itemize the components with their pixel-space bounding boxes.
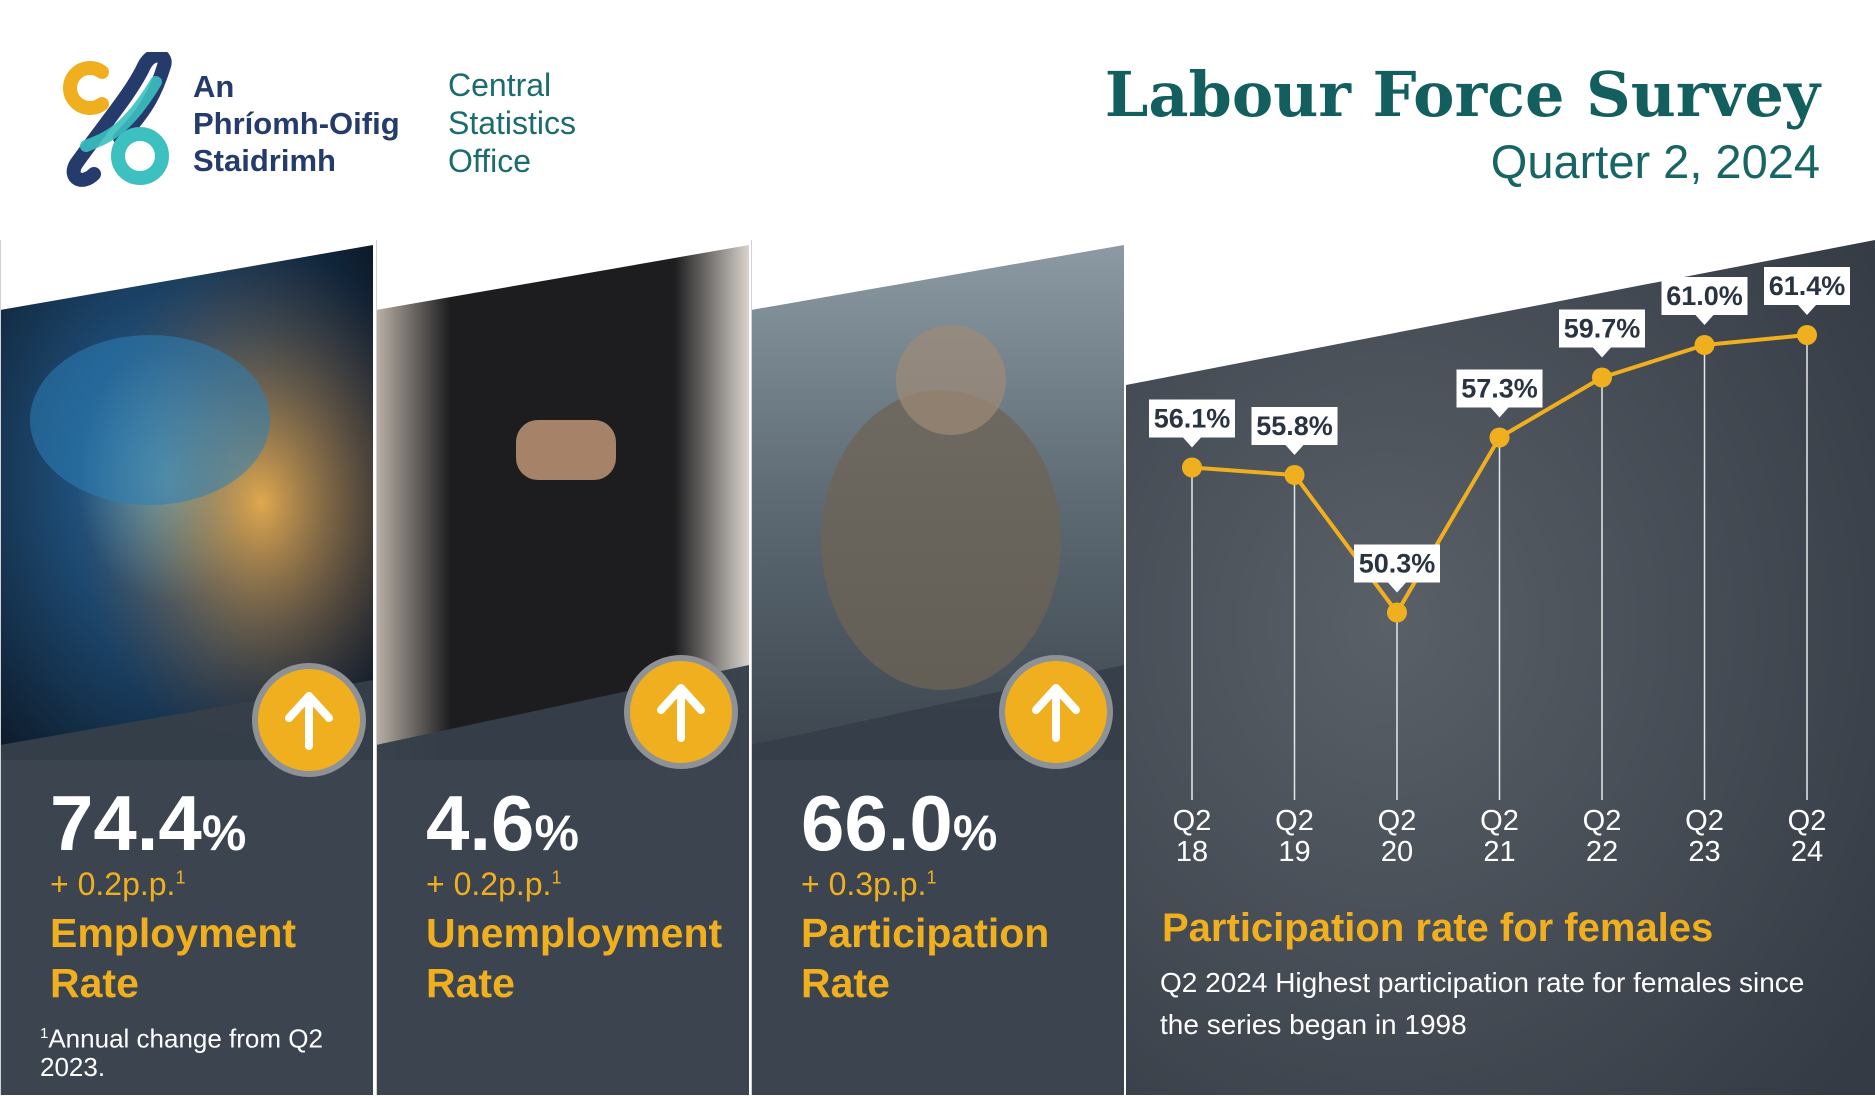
chart-panel: 56.1% 55.8% 50.3% 57.3% 59.7% 61.0% 61.4% Q2 18 Q… xyxy=(1126,0,1875,1095)
data-label-box-6 xyxy=(1764,267,1850,305)
data-label-4: 59.7% xyxy=(1564,314,1641,344)
chart-description: Q2 2024 Highest participation rate for f… xyxy=(1160,967,1805,1040)
data-point-1 xyxy=(1284,465,1305,485)
x-tick-label-2: Q2 xyxy=(1378,805,1417,837)
metric-panel-participation: 66.0% + 0.3p.p.1 Participation Rate xyxy=(751,0,1124,1095)
x-tick-label-year-6: 24 xyxy=(1791,836,1823,868)
x-tick-label-year-3: 21 xyxy=(1483,836,1515,868)
footnote: 1Annual change from Q2 2023. xyxy=(40,1023,323,1082)
data-point-4 xyxy=(1592,367,1612,388)
chart-title: Participation rate for females xyxy=(1162,906,1714,950)
x-tick-label-year-1: 19 xyxy=(1278,836,1310,868)
x-tick-label-6: Q2 xyxy=(1788,805,1827,837)
seated-person-photo xyxy=(376,240,749,1095)
data-label-3: 57.3% xyxy=(1461,374,1538,404)
data-label-2: 50.3% xyxy=(1359,549,1436,579)
metric-value: 4.6% xyxy=(426,779,579,867)
data-point-5 xyxy=(1694,335,1715,355)
x-tick-label-year-2: 20 xyxy=(1381,836,1413,868)
data-label-pointer-3 xyxy=(1490,407,1509,418)
data-label-6: 61.4% xyxy=(1769,271,1846,301)
data-label-box-1 xyxy=(1251,407,1338,445)
page-title: Labour Force Survey xyxy=(1104,58,1820,131)
cso-logo-icon xyxy=(63,52,172,187)
metric-label: Unemployment Rate xyxy=(426,910,723,1006)
metric-change: + 0.2p.p.1 xyxy=(50,866,186,902)
participation-line-chart: 56.1% 55.8%50.3%57.3%59.7%61.0% 61.4%Q218Q… xyxy=(1126,240,1875,1095)
data-label-pointer-2 xyxy=(1388,582,1406,593)
data-label-box-3 xyxy=(1456,369,1543,408)
header: An Phríomh-Oifig Staidrimh Central Stati… xyxy=(0,0,1875,240)
arrow-up-icon xyxy=(999,655,1113,769)
crowd-photo xyxy=(751,240,1124,1095)
data-label-pointer-1 xyxy=(1285,445,1304,455)
metric-value: 74.4% xyxy=(50,779,247,867)
metric-change: + 0.3p.p.1 xyxy=(801,866,937,902)
metric-label: Employment Rate xyxy=(50,910,297,1006)
x-tick-label-year-5: 23 xyxy=(1688,836,1720,868)
x-tick-label-0: Q2 xyxy=(1173,805,1212,837)
data-label-pointer-0 xyxy=(1183,437,1201,448)
logo-text-irish: An Phríomh-Oifig Staidrimh xyxy=(193,69,400,178)
metric-value: 66.0% xyxy=(801,779,998,867)
page-subtitle: Quarter 2, 2024 xyxy=(1490,135,1820,188)
data-label-pointer-4 xyxy=(1593,347,1611,358)
x-tick-label-3: Q2 xyxy=(1480,805,1519,837)
metric-label: Participation Rate xyxy=(801,910,1050,1006)
data-label-pointer-6 xyxy=(1798,305,1816,315)
data-label-1: 55.8% xyxy=(1256,411,1333,441)
metric-panel-unemployment: 4.6% + 0.2p.p.1 Unemployment Rate xyxy=(376,0,749,1095)
x-tick-label-year-4: 22 xyxy=(1586,836,1618,868)
x-tick-label-5: Q2 xyxy=(1685,805,1724,837)
metric-change: + 0.2p.p.1 xyxy=(426,866,562,902)
data-label-box-2 xyxy=(1354,544,1440,583)
arrow-up-icon xyxy=(624,655,738,769)
data-point-3 xyxy=(1489,427,1510,448)
logo-text-english: Central Statistics Office xyxy=(448,67,577,179)
data-label-box-5 xyxy=(1661,277,1748,315)
arrow-up-icon xyxy=(252,663,366,777)
welder-photo xyxy=(0,240,373,1095)
metric-panel-employment: 74.4% + 0.2p.p.1 Employment Rate 1Annual … xyxy=(0,0,373,1095)
data-label-5: 61.0% xyxy=(1666,281,1743,311)
data-label-pointer-5 xyxy=(1695,315,1714,325)
data-point-2 xyxy=(1387,602,1407,623)
data-label-box-4 xyxy=(1559,309,1645,348)
x-tick-label-year-0: 18 xyxy=(1176,836,1208,868)
data-point-0 xyxy=(1182,457,1202,478)
data-point-6 xyxy=(1797,325,1817,345)
data-label-0: 56.1% xyxy=(1154,404,1231,434)
data-label-box-0 xyxy=(1149,399,1235,438)
x-tick-label-1: Q2 xyxy=(1275,805,1314,837)
x-tick-label-4: Q2 xyxy=(1583,805,1622,837)
